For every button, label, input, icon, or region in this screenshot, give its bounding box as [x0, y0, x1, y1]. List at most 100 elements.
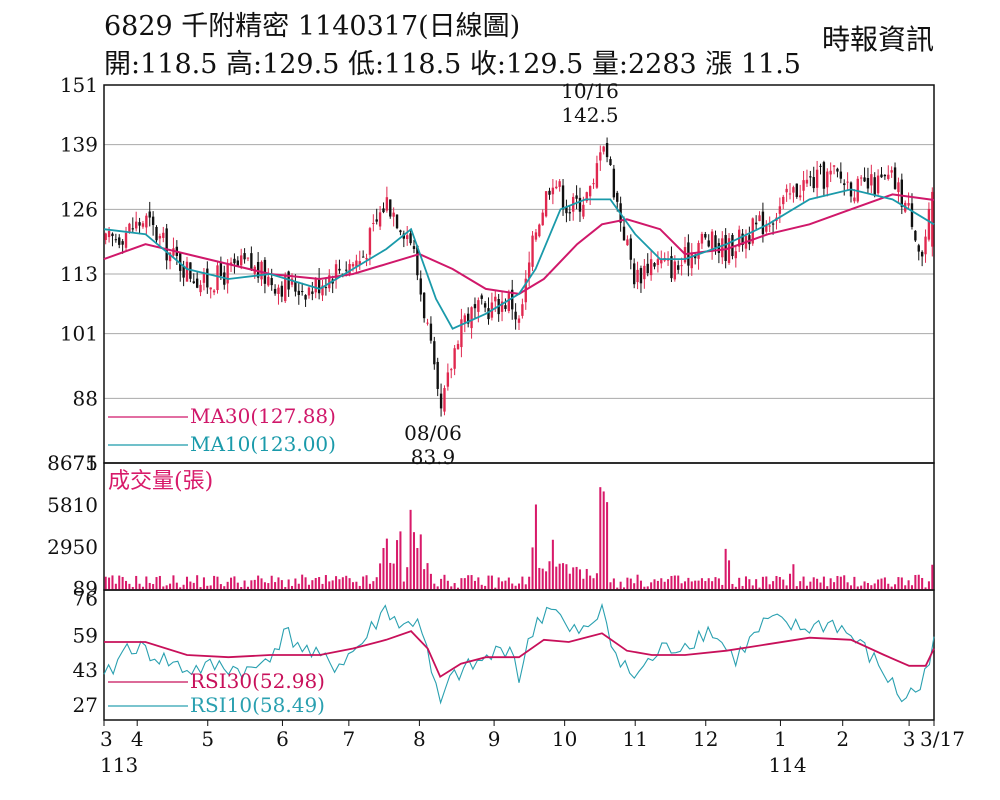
volume-bar: [473, 580, 476, 590]
candle-up: [534, 232, 538, 240]
x-tick-label: 3/17: [920, 727, 965, 751]
candle-down: [622, 226, 626, 241]
candle-down: [382, 208, 385, 213]
volume-bar: [778, 577, 781, 590]
candle-down: [795, 183, 798, 197]
candle-down: [433, 341, 436, 365]
volume-bar: [219, 584, 222, 590]
volume-bar: [385, 538, 388, 590]
y-tick-label: 126: [60, 197, 98, 221]
candle-down: [243, 253, 246, 260]
volume-bar: [694, 580, 697, 590]
x-tick-label: 1: [774, 727, 787, 751]
volume-bar: [883, 577, 886, 590]
volume-bar: [260, 578, 263, 590]
volume-bar: [599, 487, 602, 590]
candle-down: [717, 243, 721, 253]
volume-bar: [507, 577, 510, 590]
volume-bar: [565, 564, 568, 590]
volume-bar: [158, 575, 161, 590]
candle-down: [677, 265, 680, 270]
y-tick-label: 101: [60, 322, 98, 346]
candle-up: [649, 259, 653, 276]
volume-bar: [670, 575, 673, 590]
candle-up: [595, 163, 599, 188]
candle-up: [927, 208, 931, 240]
candle-down: [822, 162, 826, 189]
volume-bar: [900, 577, 903, 590]
high-annotation-date: 10/16: [561, 79, 619, 103]
volume-bar: [738, 577, 741, 590]
volume-bar: [802, 576, 805, 590]
volume-bar: [731, 583, 734, 590]
candle-up: [876, 175, 880, 194]
volume-bar: [379, 563, 382, 590]
candle-up: [392, 212, 395, 217]
candle-down: [704, 233, 707, 238]
candle-down: [148, 211, 151, 218]
candle-up: [721, 238, 724, 258]
candle-up: [599, 152, 602, 161]
candle-down: [138, 222, 141, 226]
candle-down: [487, 308, 490, 320]
candle-up: [453, 348, 456, 369]
volume-bar: [179, 587, 182, 590]
candle-up: [700, 233, 704, 244]
candle-up: [673, 261, 677, 280]
candle-down: [741, 233, 744, 246]
volume-bar: [538, 567, 541, 590]
candle-up: [463, 315, 466, 323]
volume-bar: [223, 586, 226, 590]
candle-down: [616, 192, 619, 202]
volume-bar: [849, 585, 853, 590]
candle-up: [907, 203, 910, 206]
candle-down: [605, 143, 609, 158]
x-tick-label: 4: [131, 727, 144, 751]
volume-bar: [606, 502, 609, 590]
candle-down: [361, 256, 365, 258]
candle-down: [819, 165, 822, 167]
candle-up: [212, 290, 216, 293]
volume-bar: [351, 582, 355, 590]
candle-up: [378, 212, 382, 227]
candle-up: [372, 223, 375, 225]
candle-down: [748, 235, 751, 245]
candle-up: [853, 197, 856, 202]
volume-bar: [355, 581, 358, 590]
volume-bar: [182, 584, 185, 590]
volume-bar: [880, 578, 883, 590]
x-tick-label: 8: [413, 727, 426, 751]
volume-bar: [206, 585, 209, 590]
x-tick-label: 11: [622, 727, 647, 751]
x-tick-label: 6: [276, 727, 289, 751]
candle-down: [724, 235, 727, 261]
candle-up: [660, 259, 663, 264]
candle-down: [111, 233, 114, 237]
volume-bar: [321, 583, 324, 590]
volume-bar: [833, 582, 836, 590]
volume-bar: [399, 531, 402, 590]
volume-bar: [331, 580, 334, 590]
candle-up: [636, 269, 639, 283]
volume-bar: [924, 587, 927, 590]
candle-up: [290, 278, 294, 285]
volume-bar: [677, 575, 680, 590]
volume-bar: [531, 547, 534, 590]
volume-bar: [683, 581, 687, 590]
candle-up: [209, 287, 212, 290]
rsi-tick-label: 76: [73, 587, 98, 611]
volume-title: 成交量(張): [108, 469, 213, 494]
candle-up: [768, 225, 771, 227]
volume-bar: [748, 579, 751, 590]
volume-bar: [152, 584, 155, 590]
candle-down: [612, 168, 616, 198]
candle-down: [317, 277, 321, 294]
candle-down: [809, 176, 812, 178]
volume-bar: [341, 577, 344, 590]
volume-bar: [623, 587, 626, 590]
volume-bar: [121, 576, 124, 590]
candle-up: [734, 251, 738, 259]
candle-down: [843, 183, 846, 186]
volume-bar: [680, 583, 683, 590]
